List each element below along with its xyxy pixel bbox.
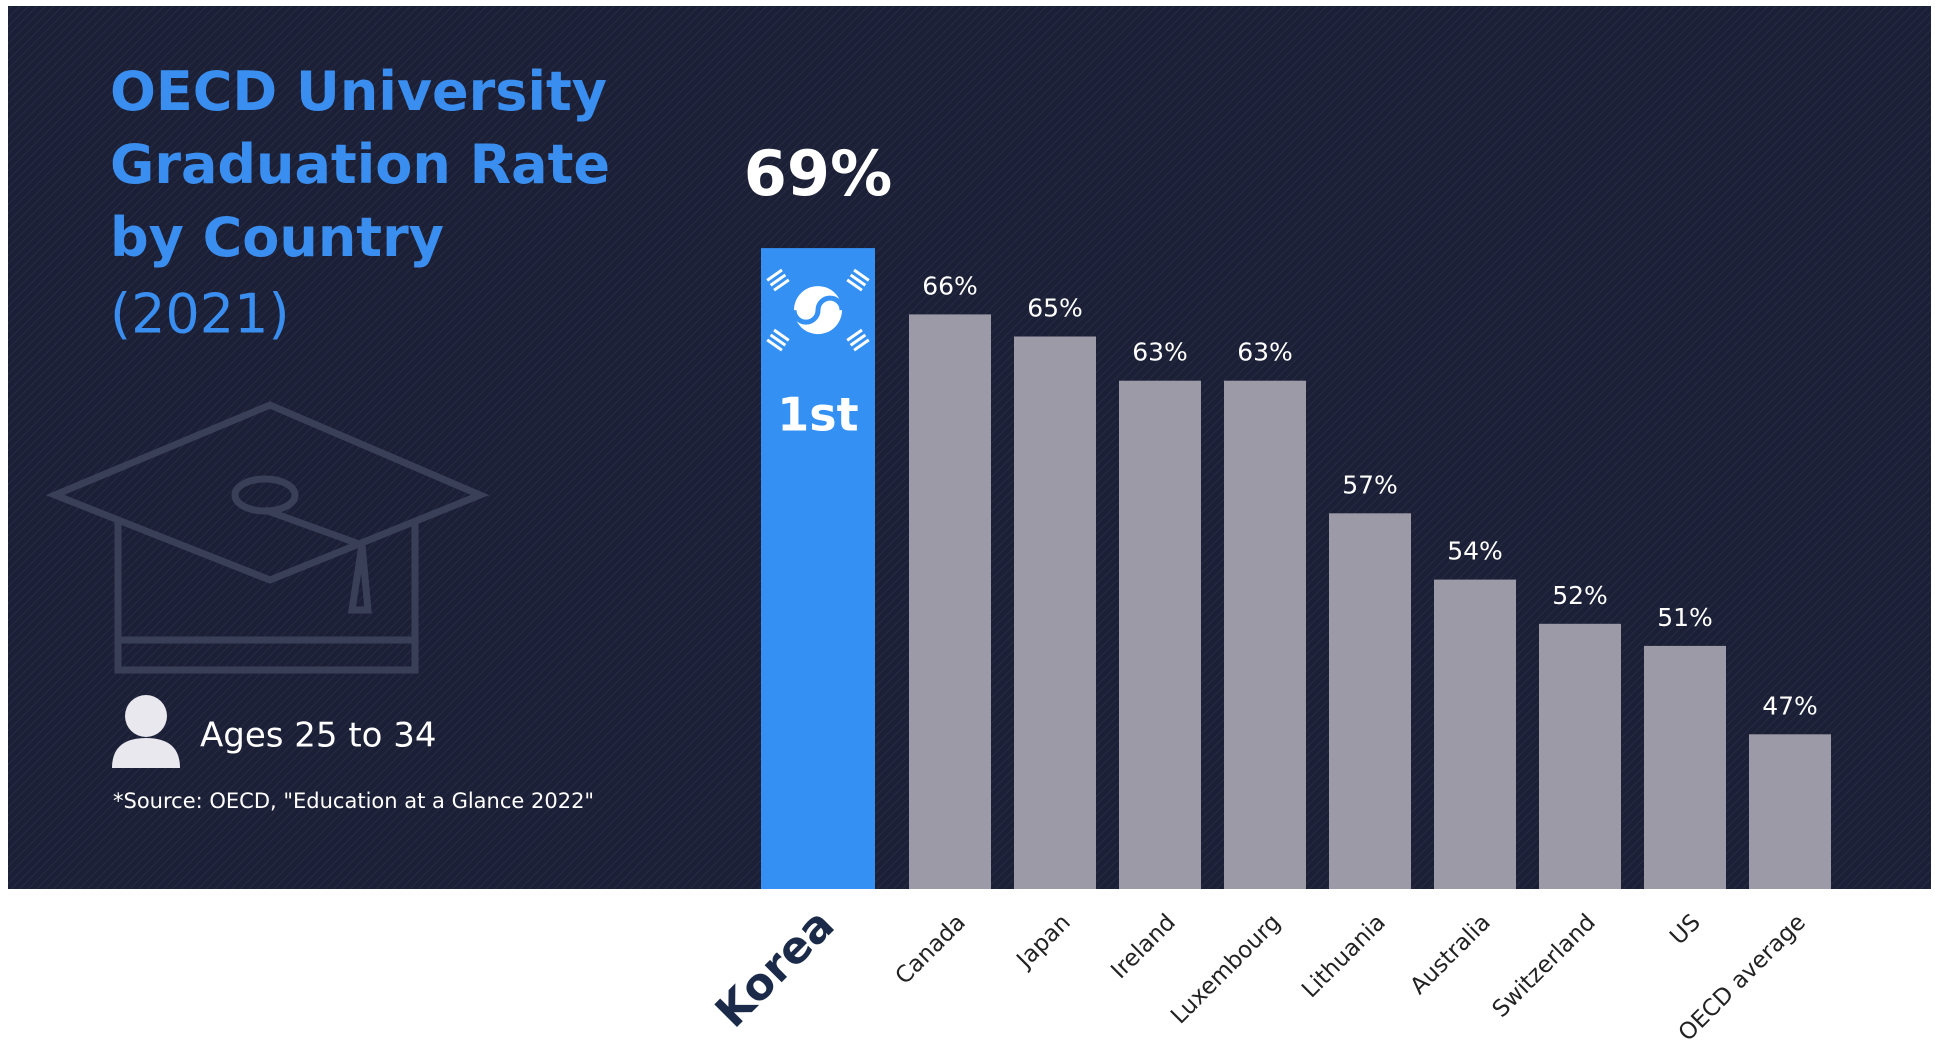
value-label: 65%	[1027, 294, 1083, 323]
cap-icon	[45, 401, 490, 674]
x-tick-label: Canada	[891, 909, 971, 989]
value-label: 54%	[1447, 537, 1503, 566]
flag-bar	[766, 268, 783, 282]
x-tick-label: Australia	[1406, 909, 1496, 999]
chart-title: OECD University Graduation Rate by Country	[110, 60, 610, 269]
x-tick-label: Luxembourg	[1166, 909, 1286, 1029]
bar	[1434, 579, 1516, 889]
flag-bar	[773, 328, 790, 342]
flag-bar	[853, 338, 870, 352]
bar	[1749, 734, 1831, 889]
bar	[1539, 623, 1621, 889]
bar	[909, 314, 991, 889]
value-label: 57%	[1342, 470, 1398, 499]
value-label: 52%	[1552, 581, 1608, 610]
bar	[761, 248, 875, 890]
x-tick-label: Korea	[706, 899, 844, 1037]
value-label: 63%	[1237, 338, 1293, 367]
x-tick-label: Lithuania	[1297, 909, 1391, 1003]
person-icon	[112, 695, 180, 768]
flag-bar	[769, 333, 787, 347]
flag-bar	[849, 273, 867, 287]
source-note: *Source: OECD, "Education at a Glance 20…	[113, 789, 594, 813]
x-tick-label: Switzerland	[1488, 909, 1601, 1022]
subtitle: (2021)	[110, 283, 290, 346]
flag-swirl	[791, 295, 845, 325]
flag-bar	[846, 328, 863, 342]
ages-note: Ages 25 to 34	[200, 716, 437, 756]
bar	[1644, 645, 1726, 889]
bar	[1224, 380, 1306, 889]
value-label: 51%	[1657, 603, 1713, 632]
flag-bar	[853, 268, 870, 282]
bar	[1329, 513, 1411, 889]
value-label: 63%	[1132, 338, 1188, 367]
flag-bar	[849, 333, 867, 347]
x-tick-label: Ireland	[1106, 909, 1181, 984]
flag-bar	[846, 278, 863, 292]
rank-label: 1st	[777, 388, 858, 442]
flag-bar	[773, 278, 790, 292]
x-tick-label: Japan	[1011, 909, 1076, 974]
x-tick-label: US	[1665, 909, 1706, 950]
flag-bar	[766, 338, 783, 352]
value-label: 69%	[744, 137, 892, 210]
value-label: 47%	[1762, 691, 1818, 720]
bar	[1119, 380, 1201, 889]
bar	[1014, 336, 1096, 889]
flag-bar	[769, 273, 787, 287]
flag-icon	[766, 268, 870, 352]
value-label: 66%	[922, 271, 978, 300]
